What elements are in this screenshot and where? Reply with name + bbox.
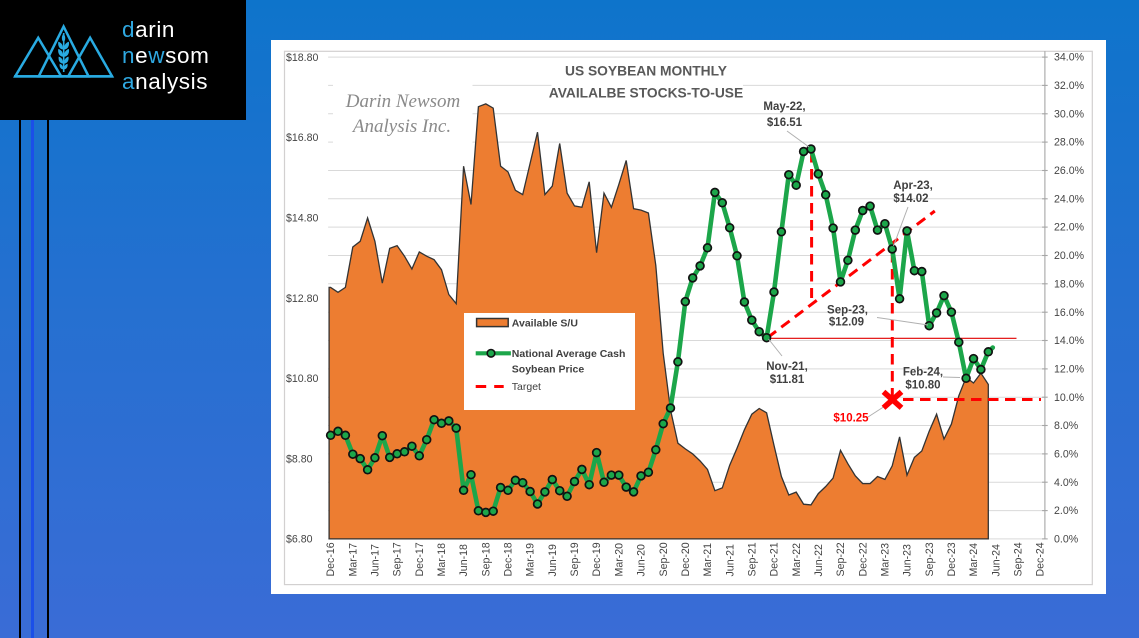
svg-text:Soybean Price: Soybean Price [512, 363, 585, 375]
svg-text:Jun-23: Jun-23 [902, 544, 914, 576]
svg-text:Jun-21: Jun-21 [724, 544, 736, 576]
svg-text:34.0%: 34.0% [1054, 52, 1085, 64]
svg-text:32.0%: 32.0% [1054, 80, 1085, 92]
svg-text:$18.80: $18.80 [286, 52, 319, 64]
svg-text:$14.02: $14.02 [893, 193, 928, 205]
svg-text:Dec-22: Dec-22 [857, 542, 869, 576]
svg-text:4.0%: 4.0% [1054, 477, 1079, 489]
svg-text:30.0%: 30.0% [1054, 108, 1085, 120]
svg-text:$6.80: $6.80 [286, 534, 313, 546]
svg-text:6.0%: 6.0% [1054, 449, 1079, 461]
svg-text:$10.80: $10.80 [905, 380, 940, 392]
svg-text:$10.80: $10.80 [286, 373, 319, 385]
svg-text:2.0%: 2.0% [1054, 505, 1079, 517]
svg-text:Mar-21: Mar-21 [702, 543, 714, 577]
svg-text:20.0%: 20.0% [1054, 250, 1085, 262]
svg-text:Feb-24,: Feb-24, [903, 367, 943, 379]
svg-text:Sep-19: Sep-19 [569, 542, 581, 576]
svg-text:0.0%: 0.0% [1054, 534, 1079, 546]
svg-text:Jun-17: Jun-17 [370, 544, 382, 576]
svg-text:AVAILALBE STOCKS-TO-USE: AVAILALBE STOCKS-TO-USE [549, 86, 743, 101]
svg-text:Jun-22: Jun-22 [813, 544, 825, 576]
svg-text:12.0%: 12.0% [1054, 364, 1085, 376]
svg-text:Sep-24: Sep-24 [1013, 542, 1025, 576]
svg-text:$12.09: $12.09 [829, 317, 864, 329]
svg-text:Sep-22: Sep-22 [835, 542, 847, 576]
svg-text:Mar-20: Mar-20 [613, 543, 625, 577]
svg-text:Mar-23: Mar-23 [880, 543, 892, 577]
svg-text:Darin Newsom: Darin Newsom [345, 91, 461, 112]
svg-text:16.0%: 16.0% [1054, 307, 1085, 319]
svg-text:Jun-19: Jun-19 [547, 544, 559, 576]
svg-text:14.0%: 14.0% [1054, 335, 1085, 347]
svg-text:10.0%: 10.0% [1054, 392, 1085, 404]
svg-text:Sep-23: Sep-23 [924, 542, 936, 576]
svg-text:Jun-18: Jun-18 [458, 544, 470, 576]
svg-text:Dec-20: Dec-20 [680, 542, 692, 576]
svg-text:National Average Cash: National Average Cash [512, 348, 626, 360]
svg-text:24.0%: 24.0% [1054, 193, 1085, 205]
svg-text:8.0%: 8.0% [1054, 420, 1079, 432]
svg-text:Target: Target [512, 381, 541, 393]
svg-text:Dec-18: Dec-18 [503, 542, 515, 576]
svg-text:Jun-20: Jun-20 [636, 544, 648, 576]
svg-text:Apr-23,: Apr-23, [893, 180, 933, 192]
svg-text:Dec-23: Dec-23 [946, 542, 958, 576]
svg-text:$11.81: $11.81 [770, 374, 805, 386]
svg-text:$14.80: $14.80 [286, 213, 319, 225]
svg-text:Dec-24: Dec-24 [1035, 542, 1047, 576]
svg-text:22.0%: 22.0% [1054, 222, 1085, 234]
svg-text:$12.80: $12.80 [286, 293, 319, 305]
svg-text:Sep-23,: Sep-23, [827, 305, 868, 317]
svg-text:Dec-17: Dec-17 [414, 542, 426, 576]
svg-text:Nov-21,: Nov-21, [766, 361, 808, 373]
svg-text:Mar-17: Mar-17 [347, 543, 359, 577]
svg-text:US SOYBEAN MONTHLY: US SOYBEAN MONTHLY [565, 64, 727, 79]
svg-text:Mar-18: Mar-18 [436, 543, 448, 577]
svg-text:Dec-16: Dec-16 [325, 542, 337, 576]
svg-text:Sep-18: Sep-18 [480, 542, 492, 576]
svg-text:Dec-21: Dec-21 [769, 542, 781, 576]
svg-text:Dec-19: Dec-19 [591, 542, 603, 576]
svg-text:26.0%: 26.0% [1054, 165, 1085, 177]
svg-text:$16.51: $16.51 [767, 117, 803, 129]
svg-text:Jun-24: Jun-24 [990, 544, 1002, 576]
svg-text:Available S/U: Available S/U [512, 318, 578, 330]
svg-text:$8.80: $8.80 [286, 453, 313, 465]
svg-text:May-22,: May-22, [763, 101, 805, 113]
svg-text:18.0%: 18.0% [1054, 278, 1085, 290]
svg-text:28.0%: 28.0% [1054, 137, 1085, 149]
svg-text:$10.25: $10.25 [833, 413, 869, 425]
svg-text:Mar-19: Mar-19 [525, 543, 537, 577]
svg-text:Sep-21: Sep-21 [746, 542, 758, 576]
svg-text:Sep-20: Sep-20 [658, 542, 670, 576]
svg-text:Mar-22: Mar-22 [791, 543, 803, 577]
svg-text:Mar-24: Mar-24 [968, 543, 980, 577]
svg-text:$16.80: $16.80 [286, 132, 319, 144]
svg-text:Analysis Inc.: Analysis Inc. [351, 116, 451, 137]
svg-text:Sep-17: Sep-17 [392, 542, 404, 576]
